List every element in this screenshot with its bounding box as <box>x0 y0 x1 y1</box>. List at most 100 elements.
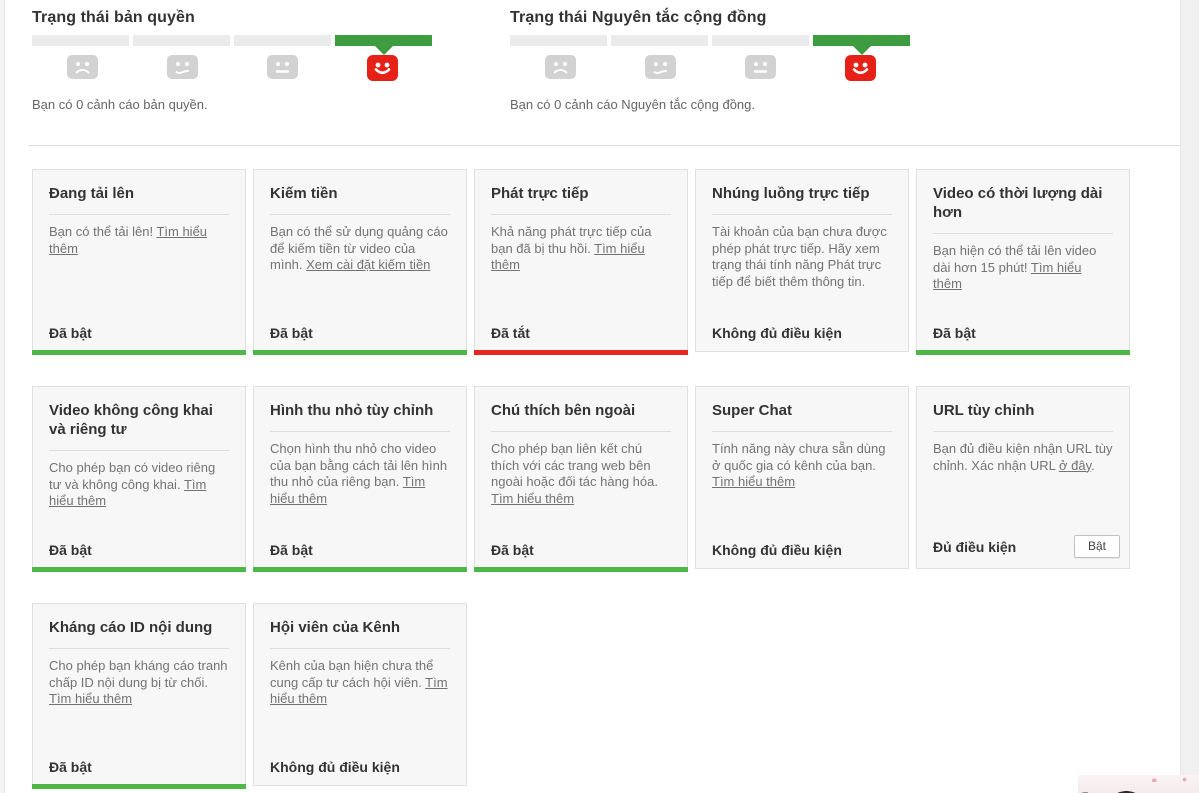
progress-segment-3 <box>712 35 809 46</box>
card-title: Hình thu nhỏ tùy chỉnh <box>270 402 434 419</box>
card-status: Đã bật <box>933 325 976 341</box>
smile-icon <box>810 55 910 81</box>
card-custom-thumbnails: Hình thu nhỏ tùy chỉnh Chọn hình thu nhỏ… <box>253 386 467 572</box>
community-guidelines-status-title: Trạng thái Nguyên tắc cộng đồng <box>510 9 767 26</box>
card-description: Khả năng phát trực tiếp của bạn đã bị th… <box>475 215 687 274</box>
smile-icon <box>332 55 432 81</box>
card-title: Phát trực tiếp <box>491 185 589 202</box>
claim-url-here-link[interactable]: ở đây <box>1058 457 1092 473</box>
card-description-text: Chọn hình thu nhỏ cho video của bạn bằng… <box>270 441 448 489</box>
card-divider <box>491 214 671 215</box>
card-embed-live-stream: Nhúng luồng trực tiếp Tài khoản của bạn … <box>695 169 909 352</box>
card-divider <box>270 648 450 649</box>
card-description: Cho phép bạn có video riêng tư và không … <box>33 451 245 510</box>
card-status: Đã bật <box>270 542 313 558</box>
progress-segment-1 <box>32 35 129 46</box>
learn-more-link[interactable]: Tìm hiểu thêm <box>49 224 208 256</box>
card-description: Cho phép bạn liên kết chú thích với các … <box>475 432 687 507</box>
learn-more-link[interactable]: Tìm hiểu thêm <box>491 240 645 273</box>
card-divider <box>49 450 229 451</box>
card-status: Không đủ điều kiện <box>270 759 400 775</box>
card-divider <box>933 233 1113 234</box>
card-description-text: Tính năng này chưa sẵn dùng ở quốc gia c… <box>712 441 886 473</box>
card-description-text: Khả năng phát trực tiếp của bạn đã bị th… <box>491 224 652 256</box>
card-divider <box>270 214 450 215</box>
frown-icon <box>510 55 610 81</box>
card-description-text: Bạn hiện có thể tải lên video dài hơn 15… <box>933 243 1097 275</box>
card-divider <box>491 431 671 432</box>
card-description: Bạn có thể tải lên! Tìm hiểu thêm <box>33 215 245 257</box>
card-status: Không đủ điều kiện <box>712 542 842 558</box>
copyright-smiley-row <box>32 55 432 81</box>
community-progress-bar <box>510 35 910 55</box>
card-description: Chọn hình thu nhỏ cho video của bạn bằng… <box>254 432 466 507</box>
card-description: Tính năng này chưa sẵn dùng ở quốc gia c… <box>696 432 908 491</box>
enable-button[interactable]: Bật <box>1073 535 1120 558</box>
progress-segment-4-active <box>335 35 432 55</box>
meh-icon <box>132 55 232 81</box>
neutral-icon <box>232 55 332 81</box>
card-channel-memberships: Hội viên của Kênh Kênh của bạn hiện chưa… <box>253 603 467 786</box>
learn-more-link[interactable]: Tìm hiểu thêm <box>933 259 1082 292</box>
feature-cards-grid: Đang tải lên Bạn có thể tải lên! Tìm hiể… <box>32 169 1134 789</box>
scrollbar-track[interactable] <box>1180 0 1199 793</box>
card-uploading: Đang tải lên Bạn có thể tải lên! Tìm hiể… <box>32 169 246 355</box>
monetization-settings-link[interactable]: Xem cài đặt kiếm tiền <box>306 257 431 272</box>
learn-more-link[interactable]: Tìm hiểu thêm <box>49 691 133 706</box>
copyright-status-section: Trạng thái bản quyền <box>32 8 432 112</box>
card-description-text: Bạn đủ điều kiện nhận URL tùy chỉnh. Xác… <box>933 441 1113 473</box>
card-description: Cho phép bạn kháng cáo tranh chấp ID nội… <box>33 649 245 708</box>
card-longer-videos: Video có thời lượng dài hơn Bạn hiện có … <box>916 169 1130 355</box>
community-warning-count: Bạn có 0 cảnh cáo Nguyên tắc cộng đồng. <box>510 97 756 112</box>
card-divider <box>712 214 892 215</box>
card-title: Nhúng luồng trực tiếp <box>712 185 870 202</box>
learn-more-link[interactable]: Tìm hiểu thêm <box>49 476 207 509</box>
progress-segment-4-active <box>813 35 910 55</box>
learn-more-link[interactable]: Tìm hiểu thêm <box>712 474 796 489</box>
card-title: Kiếm tiền <box>270 185 338 202</box>
card-title: Super Chat <box>712 402 793 419</box>
meh-icon <box>610 55 710 81</box>
community-guidelines-status-section: Trạng thái Nguyên tắc cộng đồng <box>510 8 910 112</box>
community-smiley-row <box>510 55 910 81</box>
card-description-text: Cho phép bạn có video riêng tư và không … <box>49 460 216 492</box>
copyright-status-title: Trạng thái bản quyền <box>32 9 195 26</box>
learn-more-link[interactable]: Tìm hiểu thêm <box>270 674 448 707</box>
card-description-text: Bạn có thể tải lên! <box>49 224 157 239</box>
card-status: Đã bật <box>491 542 534 558</box>
card-title: Video không công khai và riêng tư <box>49 402 213 438</box>
card-description-suffix: . <box>1091 457 1095 473</box>
card-divider <box>933 431 1113 432</box>
card-external-annotations: Chú thích bên ngoài Cho phép bạn liên kế… <box>474 386 688 572</box>
learn-more-link[interactable]: Tìm hiểu thêm <box>270 474 426 506</box>
card-divider <box>270 431 450 432</box>
card-description: Tài khoản của bạn chưa được phép phát tr… <box>696 215 908 290</box>
copyright-warning-count: Bạn có 0 cảnh cáo bản quyền. <box>32 97 208 112</box>
card-status: Đã bật <box>49 759 92 775</box>
card-status: Đã bật <box>49 325 92 341</box>
card-super-chat: Super Chat Tính năng này chưa sẵn dùng ở… <box>695 386 909 569</box>
card-custom-url: URL tùy chỉnh Bạn đủ điều kiện nhận URL … <box>916 386 1130 569</box>
card-title: Chú thích bên ngoài <box>491 402 636 419</box>
card-title: Video có thời lượng dài hơn <box>933 185 1103 221</box>
card-description: Kênh của bạn hiện chưa thể cung cấp tư c… <box>254 649 466 708</box>
sidebar-edge <box>0 0 5 793</box>
card-status: Không đủ điều kiện <box>712 325 842 341</box>
frown-icon <box>32 55 132 81</box>
learn-more-link[interactable]: Tìm hiểu thêm <box>491 490 575 506</box>
neutral-icon <box>710 55 810 81</box>
corner-photo[interactable] <box>1078 775 1199 793</box>
card-title: Đang tải lên <box>49 185 135 202</box>
card-description-text: Bạn có thể sử dụng quảng cáo để kiếm tiề… <box>270 224 448 272</box>
card-content-id-appeals: Kháng cáo ID nội dung Cho phép bạn kháng… <box>32 603 246 789</box>
progress-segment-3 <box>234 35 331 46</box>
copyright-progress-bar <box>32 35 432 55</box>
card-description-text: Cho phép bạn liên kết chú thích với các … <box>491 441 658 489</box>
card-title: Hội viên của Kênh <box>270 619 401 636</box>
progress-segment-2 <box>133 35 230 46</box>
card-status: Đã bật <box>270 325 313 341</box>
section-divider <box>28 145 1180 146</box>
card-description-text: Cho phép bạn kháng cáo tranh chấp ID nội… <box>49 658 228 690</box>
card-description: Bạn đủ điều kiện nhận URL tùy chỉnh. Xác… <box>917 432 1129 474</box>
card-status: Đủ điều kiện <box>933 538 1017 555</box>
